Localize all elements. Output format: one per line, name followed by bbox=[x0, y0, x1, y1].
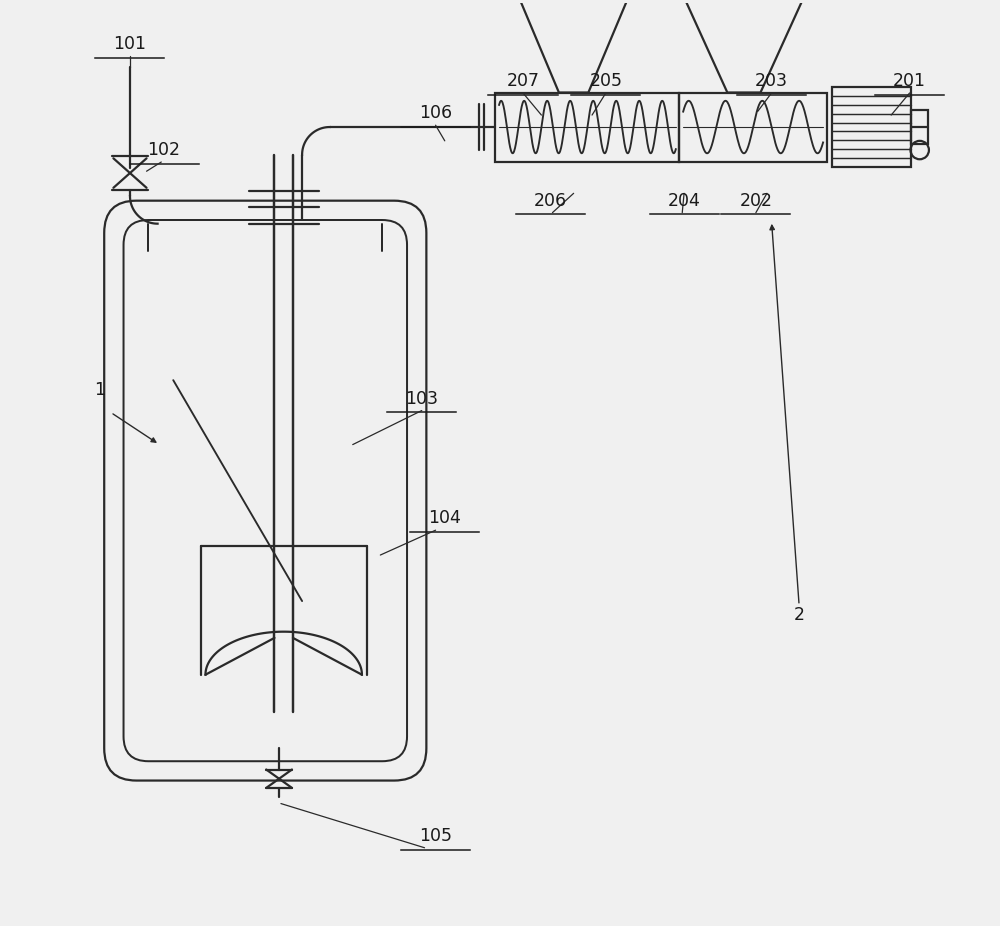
Text: 201: 201 bbox=[893, 72, 926, 90]
Bar bbox=[832, 87, 911, 167]
Bar bbox=[495, 93, 679, 161]
Bar bbox=[911, 110, 928, 144]
Text: 1: 1 bbox=[94, 381, 105, 398]
Text: 2: 2 bbox=[794, 607, 805, 624]
Text: 106: 106 bbox=[419, 105, 452, 122]
Text: 207: 207 bbox=[507, 72, 540, 90]
Text: 105: 105 bbox=[419, 827, 452, 845]
Text: 206: 206 bbox=[534, 192, 567, 210]
Bar bbox=[679, 93, 827, 161]
Text: 102: 102 bbox=[148, 142, 181, 159]
Text: 103: 103 bbox=[405, 390, 438, 407]
Text: 104: 104 bbox=[428, 509, 461, 528]
Text: 204: 204 bbox=[668, 192, 701, 210]
Text: 202: 202 bbox=[739, 192, 772, 210]
Text: 101: 101 bbox=[113, 35, 146, 54]
Text: 203: 203 bbox=[755, 72, 788, 90]
Text: 205: 205 bbox=[589, 72, 622, 90]
